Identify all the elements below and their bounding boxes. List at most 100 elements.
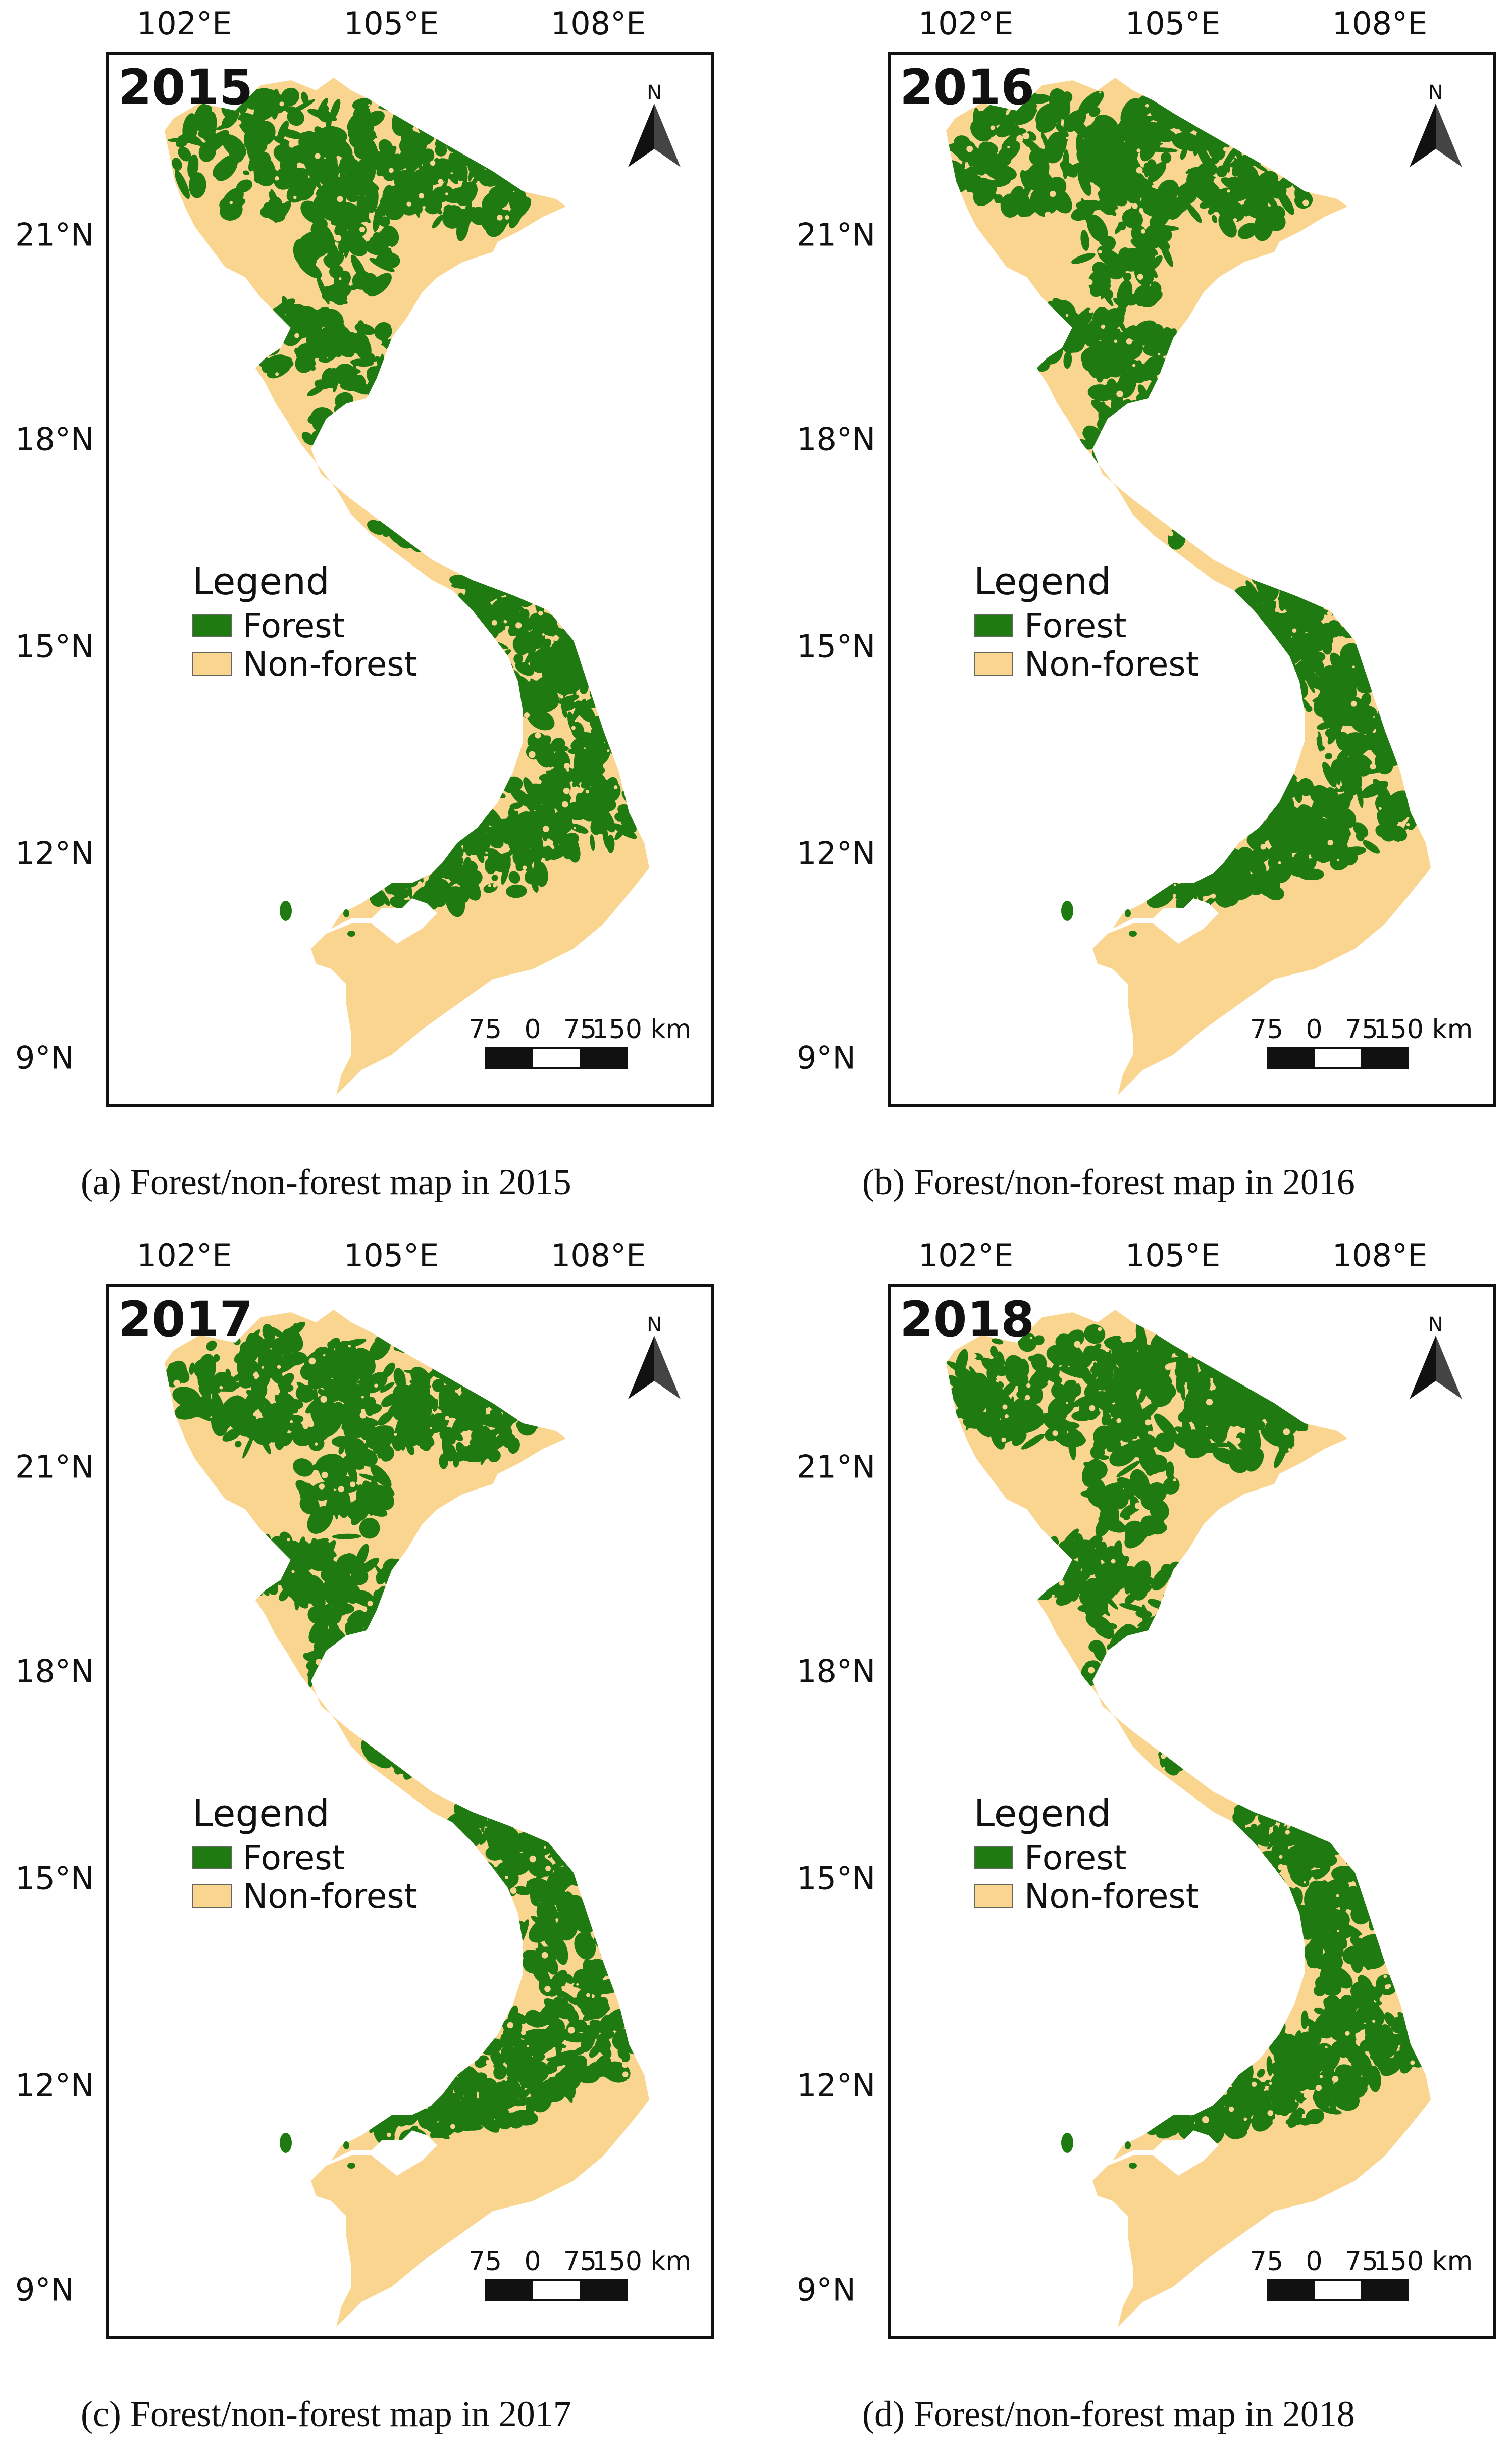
forest-patch [472, 1425, 491, 1452]
forest-patch [489, 1806, 500, 1814]
forest-patch [1071, 1411, 1093, 1421]
north-arrow-icon: N [1405, 80, 1466, 171]
latitude-label-21: 21°N [15, 216, 94, 253]
forest-patch [420, 838, 444, 860]
forest-patch [1224, 523, 1233, 533]
forest-patch [338, 1581, 361, 1602]
non-forest-speck [1269, 2082, 1272, 2085]
non-forest-speck [288, 1478, 294, 1484]
forest-patch [1109, 430, 1118, 440]
forest-patch [590, 1962, 609, 1977]
forest-patch [1043, 142, 1063, 164]
forest-patch [1269, 1792, 1281, 1805]
forest-patch [1078, 90, 1104, 115]
forest-patch [405, 1338, 419, 1353]
island [1061, 2133, 1073, 2153]
forest-patch [1204, 493, 1211, 508]
forest-patch [526, 629, 546, 649]
non-forest-speck [1394, 784, 1400, 790]
forest-patch [1314, 2007, 1325, 2015]
non-forest-speck [1134, 1502, 1141, 1509]
forest-patch [1246, 835, 1260, 847]
non-forest-speck [1261, 910, 1265, 914]
forest-patch [1219, 1739, 1239, 1764]
non-forest-speck [1390, 846, 1396, 853]
map-frame: 2016 N Legend Forest Non-forest [888, 52, 1496, 1107]
non-forest-speck [1395, 2004, 1398, 2007]
forest-patch [444, 1746, 450, 1757]
forest-patch [252, 322, 262, 353]
forest-patch [973, 108, 981, 135]
forest-patch [228, 331, 256, 338]
forest-patch [994, 194, 1003, 203]
forest-patch [521, 1803, 543, 1823]
longitude-label-102: 102°E [918, 1237, 1014, 1274]
non-forest-speck [585, 790, 589, 794]
forest-patch [269, 1326, 285, 1339]
forest-patch [430, 1711, 451, 1730]
non-forest-speck [1179, 1784, 1184, 1788]
forest-patch [389, 376, 401, 389]
forest-patch [554, 834, 578, 852]
forest-patch [1169, 1626, 1195, 1642]
non-forest-speck [1302, 199, 1309, 207]
forest-patch [1214, 511, 1246, 529]
forest-patch [1214, 1718, 1228, 1736]
non-forest-speck [391, 324, 397, 330]
non-forest-speck [237, 120, 242, 125]
scale-label: 0 [524, 2246, 541, 2277]
forest-patch [1152, 1567, 1171, 1591]
north-arrow-icon: N [624, 80, 685, 171]
forest-patch [1124, 1361, 1133, 1370]
forest-patch [561, 2031, 588, 2043]
forest-patch [1157, 179, 1179, 204]
island [1129, 931, 1137, 937]
forest-patch [415, 839, 434, 853]
forest-patch [529, 1787, 542, 1809]
non-forest-speck [576, 1983, 579, 1986]
forest-patch [1189, 381, 1198, 410]
forest-patch [415, 858, 424, 866]
forest-patch [322, 177, 336, 186]
forest-patch [1268, 846, 1281, 858]
forest-patch [1176, 334, 1193, 365]
non-forest-speck [1377, 917, 1384, 924]
forest-patch [1027, 163, 1043, 178]
forest-patch [1088, 1370, 1097, 1392]
forest-patch [477, 1781, 495, 1803]
legend-title: Legend [974, 560, 1111, 603]
forest-patch [1097, 337, 1123, 360]
non-forest-speck [430, 160, 436, 166]
forest-patch [418, 118, 424, 132]
forest-patch [338, 1444, 345, 1455]
scale-label: 150 km [592, 1014, 692, 1045]
forest-patch [998, 1381, 1004, 1388]
forest-patch [1178, 369, 1193, 382]
forest-patch [1356, 832, 1365, 842]
forest-patch [1180, 147, 1187, 160]
non-forest-speck [425, 572, 428, 575]
map-panel: 102°E 105°E 108°E 21°N 18°N 15°N 12°N 9°… [0, 1232, 732, 2464]
forest-patch [396, 855, 420, 876]
forest-patch [465, 1729, 476, 1750]
latitude-label-18: 18°N [15, 421, 94, 458]
forest-patch [434, 112, 460, 130]
forest-patch [951, 166, 973, 176]
scale-label: 75 [1249, 2246, 1284, 2277]
forest-patch [480, 1880, 496, 1911]
forest-patch [442, 860, 455, 873]
non-forest-speck [507, 2022, 513, 2029]
forest-patch [1194, 1365, 1216, 1379]
non-forest-speck [1139, 1389, 1141, 1391]
forest-patch [1191, 2083, 1206, 2099]
forest-patch [333, 1680, 350, 1694]
forest-patch [1325, 753, 1332, 760]
forest-patch [369, 158, 396, 171]
non-forest-speck [1357, 2159, 1363, 2165]
forest-patch [1155, 894, 1165, 903]
forest-patch [381, 225, 399, 247]
forest-patch [367, 1653, 382, 1680]
forest-patch [172, 158, 182, 171]
forest-patch [1011, 334, 1030, 360]
forest-patch [433, 2117, 441, 2122]
